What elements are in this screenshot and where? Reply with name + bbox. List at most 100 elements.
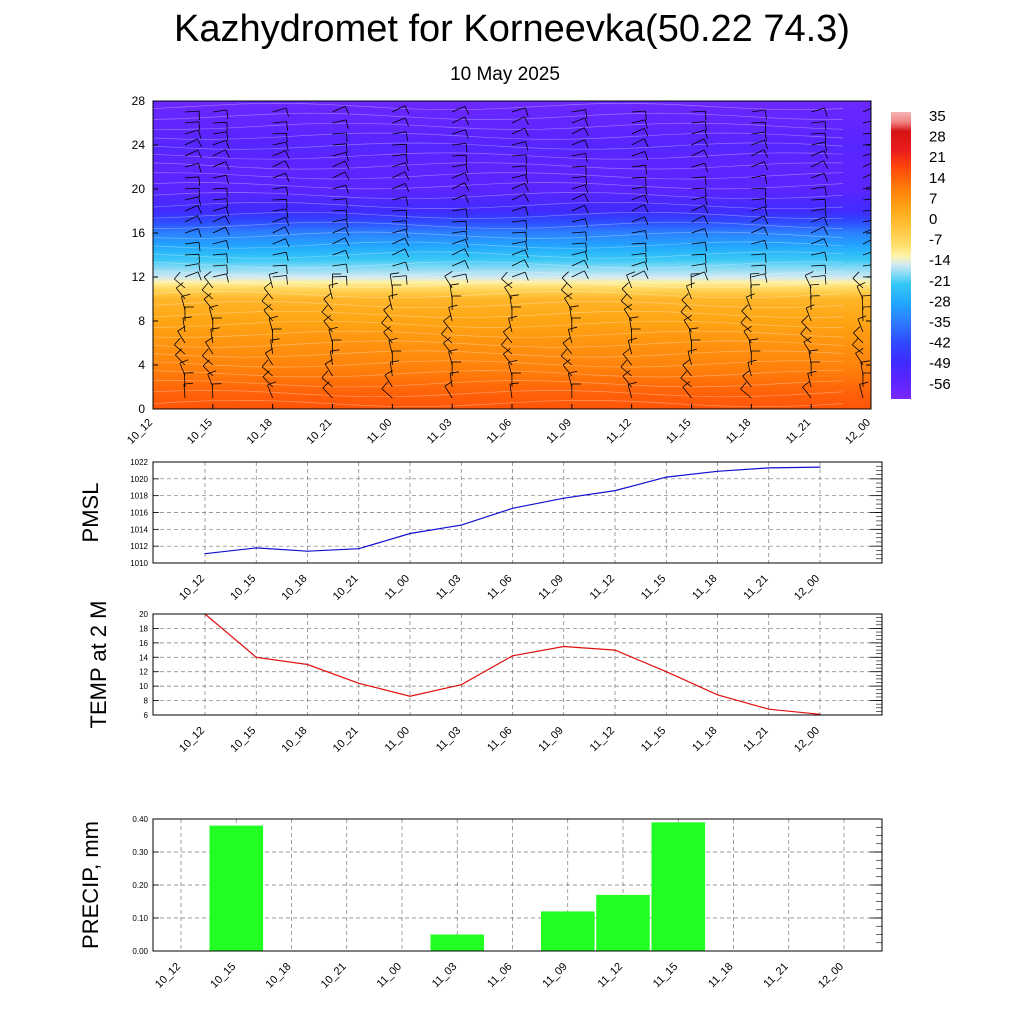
wind-barb — [392, 162, 406, 168]
wind-barb-flag — [626, 271, 636, 276]
wind-barb — [212, 264, 227, 267]
y-tick-label: 18 — [139, 624, 148, 633]
wind-barb — [323, 320, 333, 333]
wind-barb-flag — [330, 349, 340, 352]
colorbar-label: 35 — [929, 108, 946, 125]
wind-barb-flag — [703, 215, 709, 224]
wind-barb — [691, 228, 705, 234]
wind-barb-flag — [876, 172, 880, 180]
wind-barb — [263, 287, 273, 300]
pmsl-point — [358, 548, 360, 550]
wind-barb-flag — [584, 193, 589, 203]
chart-subtitle: 10 May 2025 — [450, 64, 560, 85]
wind-barb-flag — [226, 264, 228, 275]
wind-barb — [261, 366, 273, 377]
wind-barb — [811, 216, 825, 223]
wind-barb-flag — [404, 105, 410, 114]
wind-barb-flag — [198, 254, 200, 264]
wind-barb — [392, 248, 406, 256]
wind-barb-flag — [198, 163, 202, 173]
wind-barb — [332, 227, 346, 234]
wind-barb-flag — [764, 188, 767, 198]
wind-barb-flag — [464, 194, 469, 204]
wind-barb-flag — [525, 174, 529, 184]
wind-barb — [381, 322, 393, 333]
wind-barb-flag — [764, 198, 767, 208]
wind-barb — [751, 149, 764, 157]
wind-barb — [853, 332, 864, 344]
wind-barb-flag — [823, 238, 828, 248]
wind-barb-flag — [286, 275, 288, 285]
wind-barb — [179, 362, 186, 377]
contour-line — [153, 102, 844, 111]
wind-barb-flag — [763, 161, 769, 170]
wind-barb-flag — [198, 129, 202, 139]
wind-barb — [691, 138, 705, 146]
wind-barb-flag — [405, 261, 409, 271]
wind-barb-flag — [197, 271, 202, 281]
wind-barb — [622, 375, 632, 388]
wind-barb-flag — [388, 293, 398, 297]
wind-barb-flag — [321, 370, 329, 379]
wind-barb — [272, 150, 286, 157]
wind-barb — [808, 351, 812, 366]
wind-barb-flag — [284, 226, 290, 235]
wind-barb — [184, 204, 198, 212]
wind-barb — [805, 307, 812, 322]
wind-barb-flag — [509, 294, 519, 297]
wind-barb — [571, 139, 585, 146]
x-tick-label: 11_00 — [383, 573, 413, 603]
contour-line — [153, 221, 844, 229]
wind-barb — [742, 375, 752, 388]
wind-barb — [210, 329, 214, 344]
wind-barb — [631, 204, 645, 212]
wind-barb-flag — [203, 271, 212, 278]
wind-barb-flag — [585, 242, 587, 252]
y-tick-label: 16 — [132, 226, 146, 240]
wind-barb — [811, 251, 825, 256]
wind-barb-flag — [346, 263, 348, 273]
wind-barb — [751, 109, 766, 113]
wind-barb — [691, 162, 706, 168]
wind-barb — [811, 150, 825, 157]
wind-barb — [626, 274, 633, 289]
x-tick-label: 11_03 — [425, 417, 455, 447]
wind-barb — [270, 340, 274, 355]
wind-barb-flag — [686, 282, 695, 287]
wind-barb — [631, 110, 646, 113]
wind-barb-flag — [764, 175, 768, 185]
wind-barb-flag — [344, 237, 350, 246]
y-tick-label: 1020 — [130, 475, 148, 484]
wind-barb — [811, 198, 826, 201]
wind-barb — [691, 149, 705, 157]
wind-barb-flag — [226, 198, 229, 208]
contour-line — [153, 162, 844, 170]
wind-barb — [272, 132, 287, 135]
wind-barb — [443, 342, 453, 355]
wind-barb — [621, 288, 632, 300]
wind-barb-flag — [856, 282, 866, 287]
wind-barb-flag — [381, 315, 388, 324]
temp-2m-point — [716, 694, 719, 696]
wind-barb-flag — [645, 230, 648, 240]
wind-barb-flag — [805, 271, 814, 276]
x-tick-label: 11_09 — [536, 573, 566, 603]
y-tick-label: 0.40 — [132, 815, 148, 824]
wind-barb — [175, 354, 186, 366]
wind-barb — [332, 143, 347, 146]
wind-barb — [184, 253, 200, 256]
wind-barb-flag — [853, 326, 861, 334]
wind-barb-flag — [344, 171, 350, 181]
x-tick-label: 11_00 — [383, 725, 413, 755]
wind-barb-flag — [750, 273, 760, 275]
x-tick-label: 10_18 — [280, 725, 310, 755]
wind-barb-flag — [823, 173, 828, 182]
wind-barb — [332, 151, 347, 157]
wind-barb-flag — [644, 151, 649, 161]
contour-line — [153, 241, 844, 249]
wind-barb — [212, 273, 227, 278]
wind-barb — [212, 206, 227, 212]
wind-barb — [567, 329, 573, 344]
wind-barb-flag — [383, 326, 391, 333]
temp-2m-point — [255, 656, 257, 658]
